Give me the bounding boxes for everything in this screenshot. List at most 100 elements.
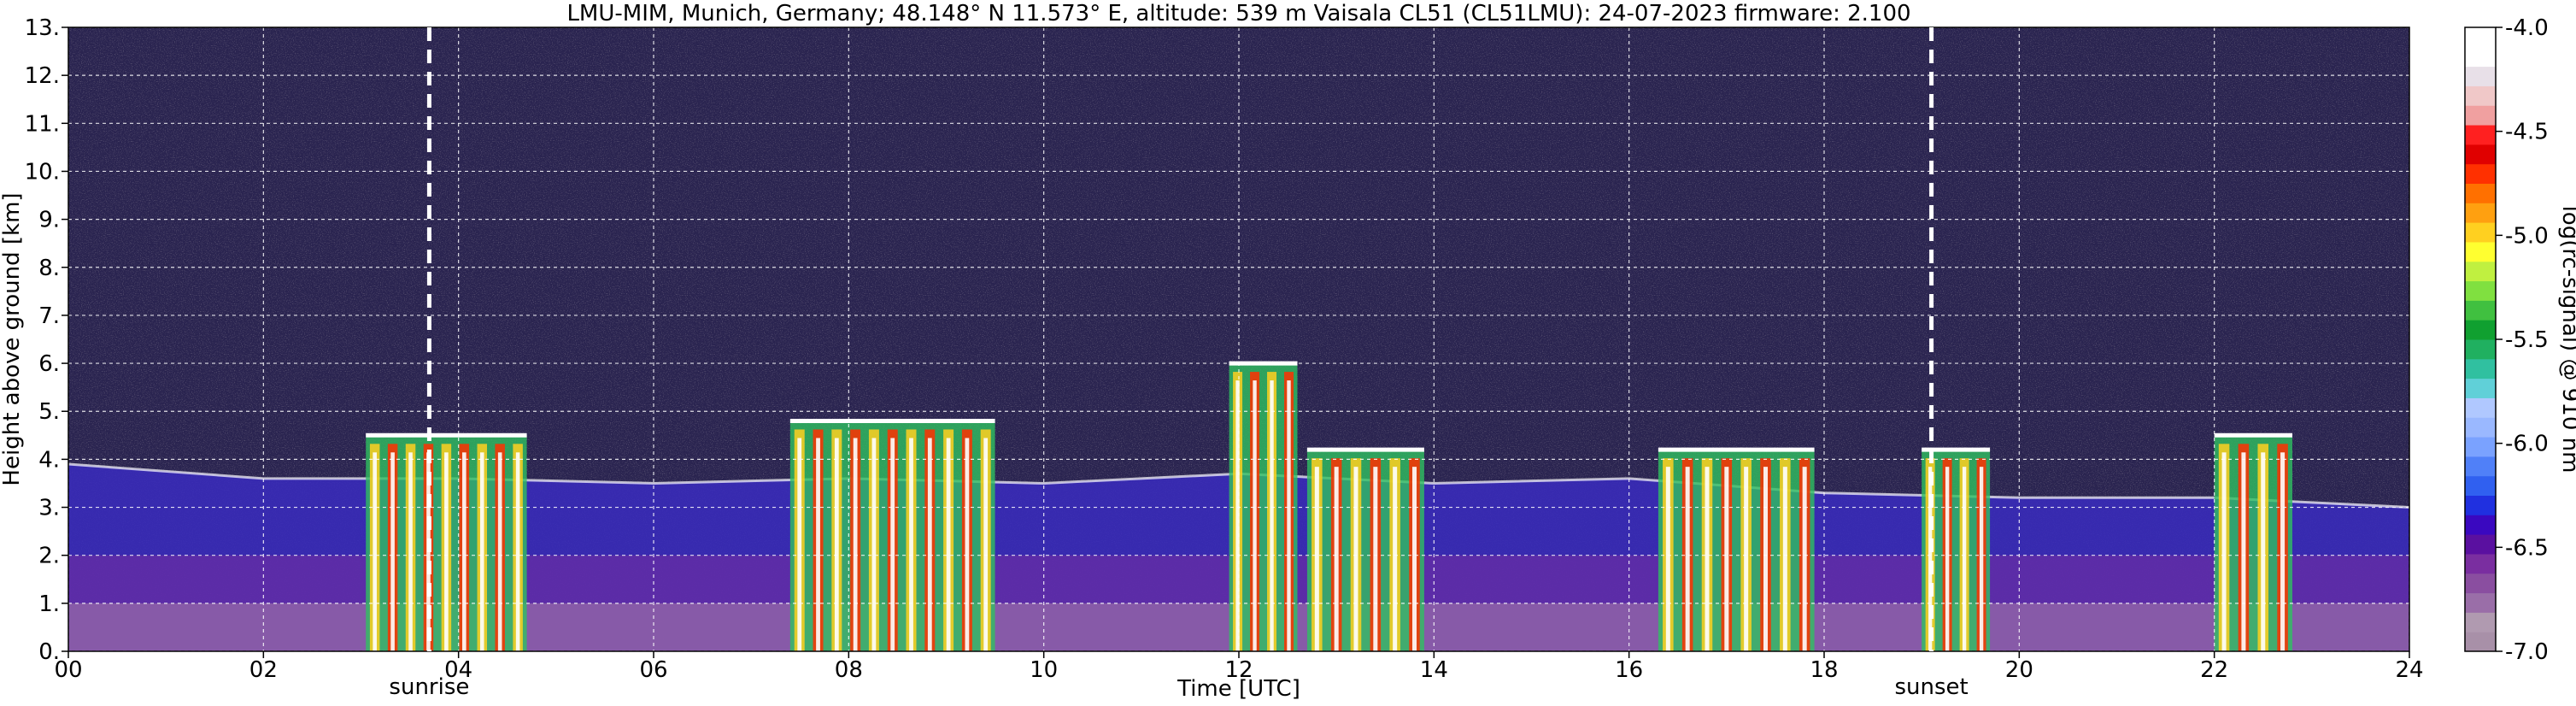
- plume-core: [816, 438, 820, 651]
- plume-core: [1665, 467, 1670, 651]
- sun-markers: sunrise sunset: [389, 27, 1969, 700]
- x-ticks: 00 02 04 06 08 10 12 14 16 18 20 22 24: [54, 651, 2424, 683]
- plume-core: [909, 438, 913, 651]
- plume-core: [1744, 467, 1749, 651]
- plume-core: [927, 438, 932, 651]
- y-tick-label: 11.: [25, 111, 60, 137]
- y-tick-label: 8.: [38, 256, 60, 281]
- colorbar-tick-label: -5.5: [2505, 327, 2549, 353]
- y-tick-label: 12.: [25, 63, 60, 89]
- plume-core: [1979, 467, 1984, 651]
- plume-core: [1353, 467, 1358, 651]
- colorbar-cell: [2465, 66, 2496, 86]
- plume-body: [1658, 450, 1815, 651]
- y-axis-label: Height above ground [km]: [0, 192, 25, 485]
- y-tick-label: 5.: [38, 399, 60, 425]
- plume-core: [462, 452, 466, 651]
- plume-core: [2261, 452, 2266, 651]
- x-tick-label: 24: [2395, 657, 2423, 683]
- y-tick-label: 13.: [25, 15, 60, 41]
- y-ticks: 0. 1. 2. 3. 4. 5. 6. 7. 8. 9. 10. 11. 12. 13.: [25, 15, 68, 665]
- sunrise-label: sunrise: [389, 674, 469, 700]
- plume-core: [871, 438, 877, 651]
- x-tick-label: 22: [2200, 657, 2228, 683]
- plume-core: [797, 438, 802, 651]
- x-tick-label: 14: [1420, 657, 1448, 683]
- plume-core: [390, 452, 395, 651]
- plume-core: [834, 438, 839, 651]
- colorbar-cell: [2465, 85, 2496, 106]
- x-tick-label: 04: [444, 657, 472, 683]
- plume-core: [1802, 467, 1807, 651]
- plume-core: [1287, 380, 1291, 651]
- plume-core: [2241, 452, 2246, 651]
- y-tick-label: 0.: [38, 639, 60, 665]
- plume-core: [373, 452, 377, 651]
- colorbar-cell: [2465, 261, 2496, 282]
- plume-core: [515, 452, 520, 651]
- colorbar-tick-label: -6.0: [2505, 432, 2549, 457]
- colorbar-cell: [2465, 203, 2496, 223]
- plume-core: [1782, 467, 1787, 651]
- colorbar-tick-label: -7.0: [2505, 639, 2549, 665]
- plume-core: [1235, 380, 1240, 651]
- colorbar-cell: [2465, 592, 2496, 613]
- sunset-label: sunset: [1894, 674, 1968, 700]
- x-tick-label: 16: [1615, 657, 1643, 683]
- y-tick-label: 4.: [38, 447, 60, 473]
- colorbar-cell: [2465, 534, 2496, 555]
- colorbar-cell: [2465, 183, 2496, 203]
- plume-core: [1373, 467, 1378, 651]
- plume-core: [479, 452, 484, 651]
- x-tick-label: 18: [1810, 657, 1838, 683]
- colorbar-cell: [2465, 222, 2496, 243]
- colorbar-cell: [2465, 300, 2496, 321]
- colorbar-cell: [2465, 553, 2496, 574]
- colorbar-cell: [2465, 241, 2496, 262]
- plume-core: [1270, 380, 1274, 651]
- x-tick-label: 06: [639, 657, 667, 683]
- colorbar-cell: [2465, 456, 2496, 477]
- y-tick-label: 3.: [38, 496, 60, 521]
- plume-core: [1411, 467, 1417, 651]
- colorbar-cell: [2465, 163, 2496, 184]
- plume-core: [2280, 452, 2286, 651]
- plume-core: [1724, 467, 1729, 651]
- colorbar-cell: [2465, 378, 2496, 398]
- colorbar-cell: [2465, 358, 2496, 379]
- colorbar-tick-label: -4.5: [2505, 120, 2549, 145]
- plume-core: [444, 452, 449, 651]
- plume-core: [1393, 467, 1398, 651]
- plume-core: [1945, 467, 1950, 651]
- plume-core: [1685, 467, 1690, 651]
- x-tick-label: 10: [1030, 657, 1058, 683]
- plume-body: [1306, 450, 1424, 651]
- cloud-plume: [789, 418, 995, 651]
- x-tick-label: 12: [1224, 657, 1253, 683]
- plume-core: [1334, 467, 1339, 651]
- plume-core: [1763, 467, 1769, 651]
- x-axis-label: Time [UTC]: [1177, 676, 1300, 702]
- plume-core: [965, 438, 970, 651]
- colorbar-tick-label: -4.0: [2505, 15, 2549, 41]
- colorbar-cell: [2465, 475, 2496, 496]
- x-tick-label: 20: [2005, 657, 2033, 683]
- cloud-plume: [1306, 447, 1424, 651]
- colorbar-cell: [2465, 339, 2496, 360]
- cloud-plume: [1658, 447, 1815, 651]
- plume-core: [1253, 380, 1257, 651]
- plume-core: [1314, 467, 1319, 651]
- y-tick-label: 6.: [38, 351, 60, 377]
- plume-core: [983, 438, 989, 651]
- colorbar-cell: [2465, 417, 2496, 438]
- colorbar-cell: [2465, 46, 2496, 68]
- colorbar: -4.0 -4.5 -5.0 -5.5 -6.0 -6.5 -7.0 log(rc-sign…: [2464, 15, 2576, 665]
- chart-title: LMU-MIM, Munich, Germany; 48.148° N 11.5…: [566, 1, 1910, 26]
- colorbar-tick-label: -6.5: [2505, 535, 2549, 561]
- plume-core: [946, 438, 951, 651]
- colorbar-cell: [2465, 125, 2496, 145]
- x-tick-label: 00: [54, 657, 82, 683]
- y-tick-label: 2.: [38, 544, 60, 569]
- colorbar-cell: [2465, 632, 2496, 652]
- x-tick-label: 02: [249, 657, 278, 683]
